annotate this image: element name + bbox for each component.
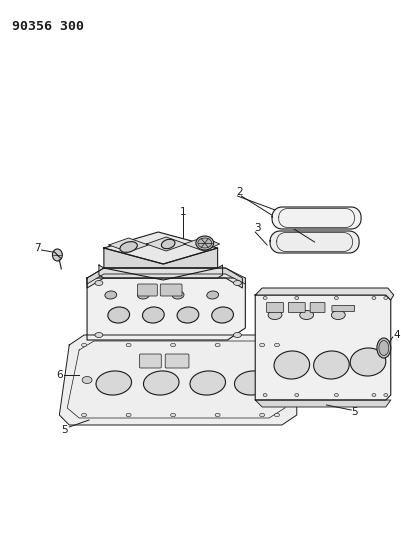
- Polygon shape: [87, 268, 242, 288]
- Ellipse shape: [82, 376, 92, 384]
- Ellipse shape: [171, 343, 176, 347]
- Ellipse shape: [126, 343, 131, 347]
- FancyBboxPatch shape: [310, 303, 325, 312]
- Ellipse shape: [161, 239, 175, 249]
- FancyBboxPatch shape: [140, 354, 161, 368]
- Ellipse shape: [300, 311, 314, 319]
- Text: 1: 1: [180, 207, 186, 217]
- Ellipse shape: [142, 307, 164, 323]
- Text: 5: 5: [61, 425, 68, 435]
- FancyBboxPatch shape: [288, 303, 305, 312]
- Ellipse shape: [263, 296, 267, 300]
- Ellipse shape: [138, 291, 149, 299]
- Polygon shape: [255, 400, 391, 407]
- Polygon shape: [99, 265, 223, 278]
- Text: 7: 7: [34, 243, 41, 253]
- Ellipse shape: [295, 393, 299, 397]
- Polygon shape: [109, 238, 148, 252]
- Ellipse shape: [207, 291, 219, 299]
- Ellipse shape: [260, 413, 265, 417]
- Ellipse shape: [198, 238, 212, 248]
- Ellipse shape: [372, 296, 376, 300]
- Ellipse shape: [274, 351, 310, 379]
- Polygon shape: [146, 237, 186, 251]
- Ellipse shape: [177, 307, 199, 323]
- Ellipse shape: [95, 280, 103, 286]
- Polygon shape: [272, 207, 361, 229]
- Ellipse shape: [384, 393, 388, 397]
- Ellipse shape: [82, 343, 87, 347]
- Ellipse shape: [82, 413, 87, 417]
- Ellipse shape: [334, 393, 338, 397]
- Ellipse shape: [105, 291, 117, 299]
- Text: 3: 3: [254, 223, 261, 233]
- Polygon shape: [255, 288, 394, 300]
- Text: 2: 2: [236, 187, 243, 197]
- Ellipse shape: [196, 236, 214, 250]
- Text: 6: 6: [56, 370, 63, 380]
- Ellipse shape: [120, 241, 137, 252]
- Ellipse shape: [190, 371, 225, 395]
- Ellipse shape: [53, 249, 62, 261]
- Ellipse shape: [275, 413, 279, 417]
- Ellipse shape: [172, 291, 184, 299]
- Ellipse shape: [268, 311, 282, 319]
- FancyBboxPatch shape: [165, 354, 189, 368]
- Ellipse shape: [95, 333, 103, 337]
- Ellipse shape: [144, 371, 179, 395]
- Ellipse shape: [233, 333, 241, 337]
- FancyBboxPatch shape: [138, 284, 157, 296]
- Ellipse shape: [331, 311, 345, 319]
- Ellipse shape: [260, 343, 265, 347]
- Polygon shape: [184, 237, 220, 251]
- Text: 90356 300: 90356 300: [12, 20, 84, 33]
- Ellipse shape: [235, 371, 270, 395]
- Ellipse shape: [126, 413, 131, 417]
- Polygon shape: [104, 232, 218, 264]
- Ellipse shape: [233, 280, 241, 286]
- Ellipse shape: [215, 413, 220, 417]
- FancyBboxPatch shape: [267, 303, 284, 312]
- Ellipse shape: [263, 393, 267, 397]
- Ellipse shape: [379, 341, 389, 356]
- Ellipse shape: [372, 393, 376, 397]
- Ellipse shape: [96, 371, 132, 395]
- Polygon shape: [255, 295, 391, 400]
- Ellipse shape: [275, 343, 279, 347]
- Ellipse shape: [295, 296, 299, 300]
- Polygon shape: [87, 278, 245, 340]
- Polygon shape: [270, 231, 359, 253]
- Ellipse shape: [377, 338, 391, 358]
- FancyBboxPatch shape: [332, 305, 354, 311]
- Text: 5: 5: [351, 407, 357, 417]
- Ellipse shape: [108, 307, 130, 323]
- FancyBboxPatch shape: [160, 284, 182, 296]
- Ellipse shape: [171, 413, 176, 417]
- Ellipse shape: [334, 296, 338, 300]
- Text: 4: 4: [394, 330, 400, 340]
- Ellipse shape: [212, 307, 233, 323]
- Polygon shape: [59, 335, 297, 425]
- Ellipse shape: [350, 348, 386, 376]
- Polygon shape: [87, 268, 245, 284]
- Ellipse shape: [384, 296, 388, 300]
- Ellipse shape: [314, 351, 349, 379]
- Ellipse shape: [215, 343, 220, 347]
- Polygon shape: [104, 248, 218, 280]
